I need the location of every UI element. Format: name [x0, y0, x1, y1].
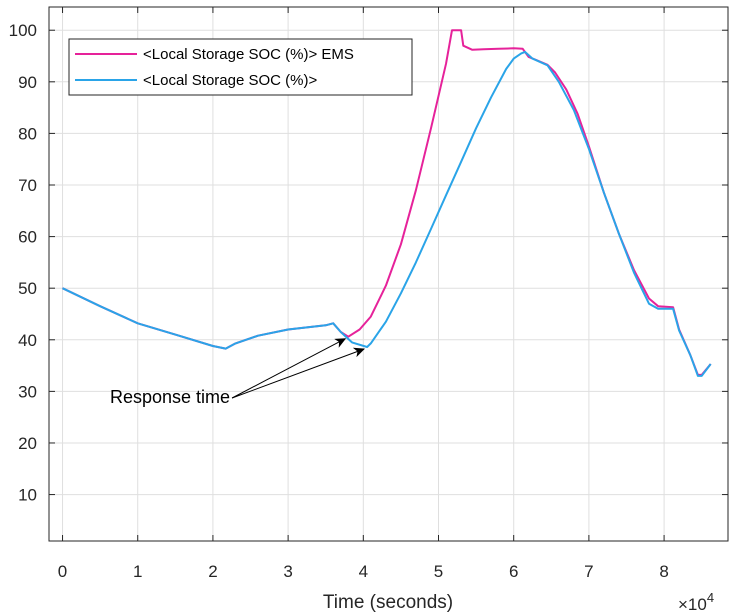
y-tick-label: 100: [9, 21, 37, 40]
legend-label-ems: <Local Storage SOC (%)> EMS: [143, 46, 354, 63]
annotation-text: Response time: [110, 387, 230, 407]
y-tick-label: 80: [18, 124, 37, 143]
y-tick-label: 60: [18, 228, 37, 247]
series-line-1: [62, 50, 712, 377]
annotation-arrow-1: [231, 347, 366, 399]
x-axis-exponent: ×104: [678, 590, 714, 614]
plot-background: [49, 7, 728, 541]
y-tick-label: 30: [18, 382, 37, 401]
series-layer: [62, 29, 712, 377]
y-tick-label: 20: [18, 434, 37, 453]
axis-ticks: [49, 7, 728, 541]
x-axis-exponent-power: 4: [707, 590, 714, 605]
legend-box: [68, 38, 413, 96]
annotation-arrow-0: [231, 338, 347, 399]
x-tick-label: 8: [659, 562, 668, 581]
tick-labels: 0 1 2 3 4 5 6 7 8 10 20 30 40 50 60 70 80 90 100: [9, 21, 669, 581]
grid-lines: [49, 7, 728, 541]
x-tick-label: 5: [434, 562, 443, 581]
x-tick-label: 6: [509, 562, 518, 581]
legend: <Local Storage SOC (%)> EMS <Local Stora…: [68, 38, 413, 96]
y-tick-label: 90: [18, 73, 37, 92]
plot-frame: [48, 6, 729, 542]
response-time-annotation: Response time: [110, 338, 366, 407]
y-tick-label: 10: [18, 486, 37, 505]
x-tick-label: 1: [133, 562, 142, 581]
x-tick-label: 7: [584, 562, 593, 581]
x-axis-title: Time (seconds): [323, 592, 453, 613]
x-tick-label: 4: [359, 562, 368, 581]
x-axis-exponent-base: ×10: [678, 595, 707, 614]
y-tick-label: 50: [18, 279, 37, 298]
x-tick-label: 0: [58, 562, 67, 581]
y-tick-label: 70: [18, 176, 37, 195]
x-tick-label: 2: [208, 562, 217, 581]
x-tick-label: 3: [283, 562, 292, 581]
y-tick-label: 40: [18, 331, 37, 350]
legend-label-local: <Local Storage SOC (%)>: [143, 72, 317, 89]
